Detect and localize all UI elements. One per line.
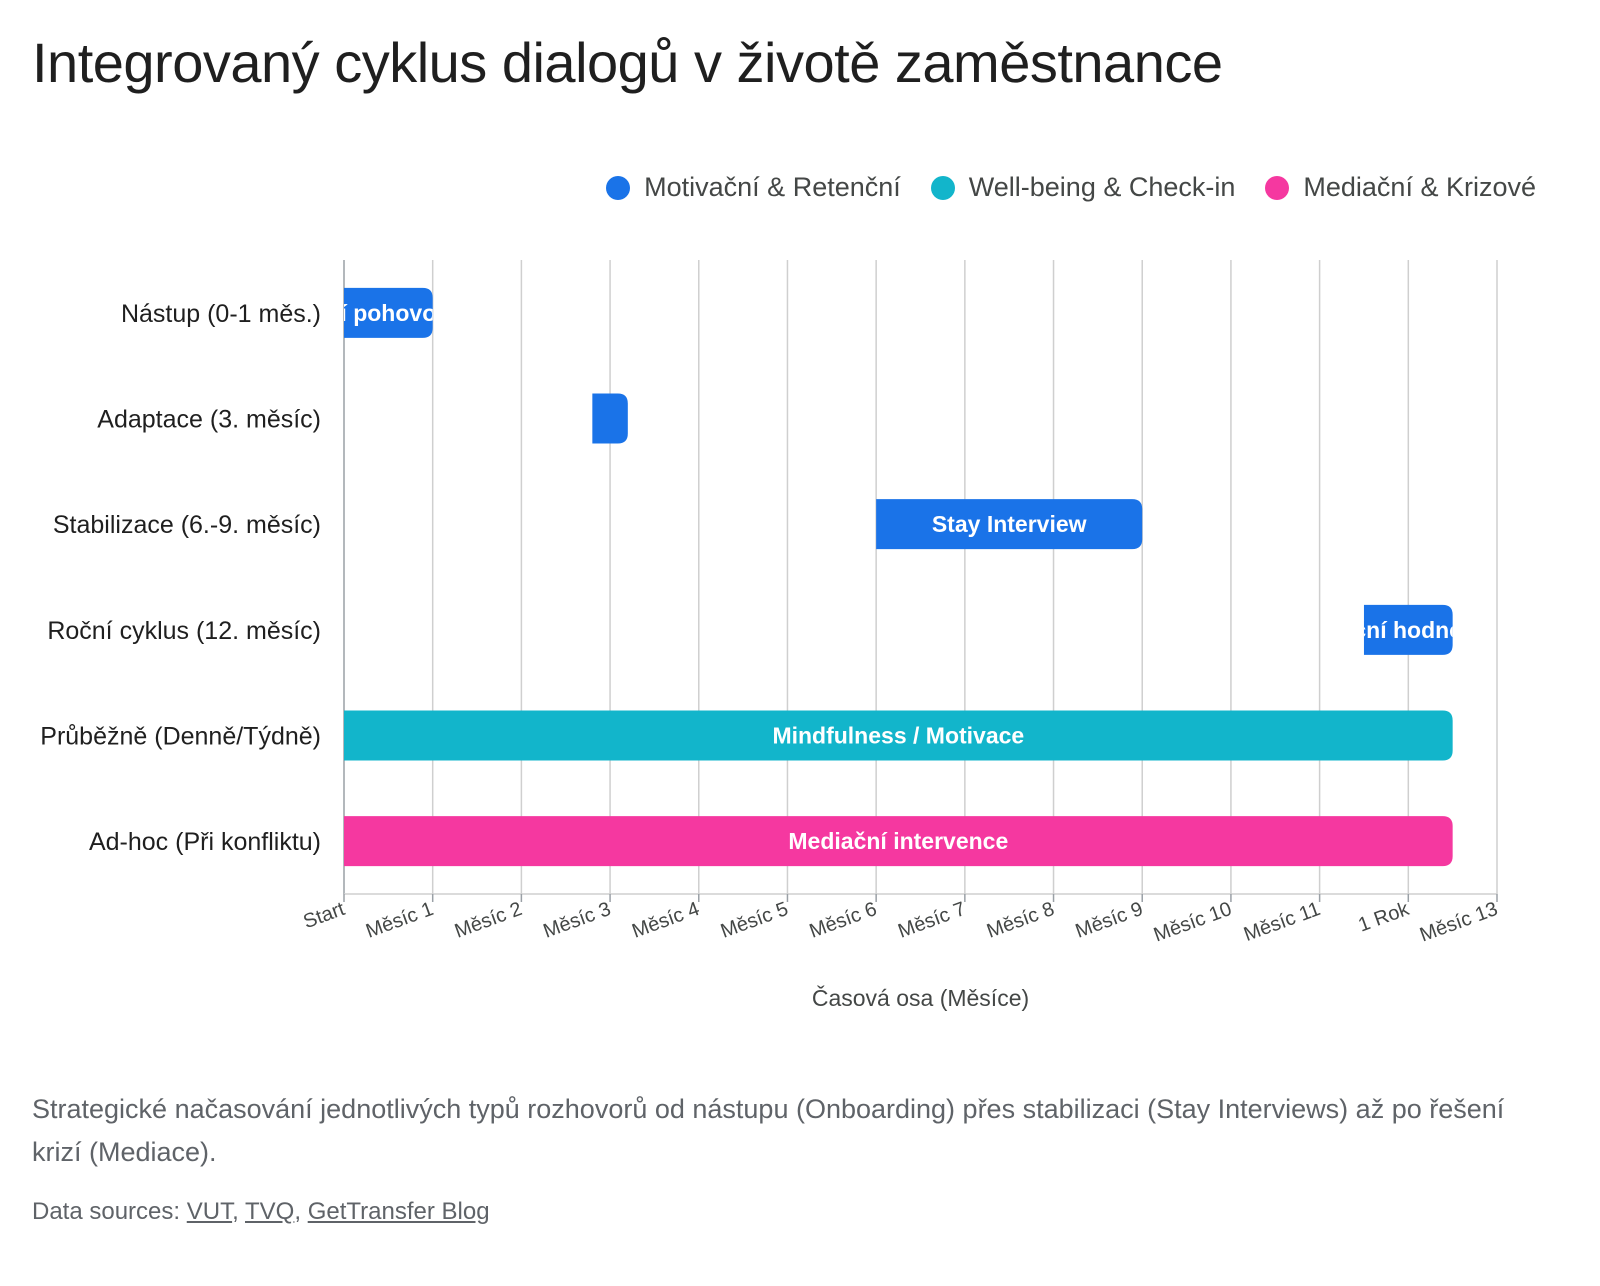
- legend-dot-motivacni: [606, 175, 631, 200]
- y-category-label: Nástup (0-1 měs.): [121, 300, 321, 328]
- legend-dot-wellbeing: [930, 175, 955, 200]
- gantt-chart: Start Měsíc 1 Měsíc 2 Měsíc 3 Měsíc 4 Měsíc 5…: [40, 260, 1501, 1011]
- bar-label: Mediační intervence: [788, 828, 1008, 854]
- bar-label: Mindfulness / Motivace: [772, 723, 1024, 749]
- x-tick-label: Měsíc 9: [1073, 898, 1146, 943]
- chart-legend: Motivační & Retenční Well-being & Check-…: [606, 172, 1536, 203]
- x-tick-label: Měsíc 8: [984, 898, 1057, 943]
- x-tick-label: Měsíc 4: [629, 898, 702, 943]
- x-tick-label: Měsíc 2: [452, 898, 525, 943]
- x-tick-label: Měsíc 7: [895, 898, 968, 943]
- x-tick-label: Měsíc 5: [718, 898, 791, 943]
- gantt-bar: [344, 287, 433, 338]
- legend-label-mediacni: Mediační & Krizové: [1303, 172, 1536, 202]
- y-category-label: Roční cyklus (12. měsíc): [47, 617, 321, 645]
- sources-label: Data sources:: [32, 1198, 181, 1225]
- x-tick-label: Start: [300, 898, 348, 933]
- bar-label: Stay Interview: [932, 511, 1087, 537]
- y-category-label: Stabilizace (6.-9. měsíc): [53, 511, 321, 539]
- y-category-label: Průběžně (Denně/Týdně): [40, 723, 321, 751]
- legend-dot-mediacni: [1265, 175, 1290, 200]
- legend-item-wellbeing[interactable]: Well-being & Check-in: [930, 172, 1236, 203]
- chart-title: Integrovaný cyklus dialogů v životě zamě…: [32, 31, 1223, 94]
- legend-label-motivacni: Motivační & Retenční: [644, 172, 901, 202]
- legend-item-motivacni[interactable]: Motivační & Retenční: [606, 172, 901, 203]
- x-tick-label: Měsíc 11: [1241, 898, 1323, 946]
- x-tick-label: Měsíc 10: [1151, 898, 1235, 946]
- gantt-bar: [876, 499, 1143, 550]
- x-tick-label: Měsíc 13: [1417, 898, 1501, 946]
- bar-label: ční hodno: [1353, 617, 1463, 643]
- gantt-bar: [344, 710, 1453, 761]
- x-axis-title: Časová osa (Měsíce): [812, 984, 1029, 1011]
- legend-label-wellbeing: Well-being & Check-in: [968, 172, 1236, 202]
- x-tick-label: 1 Rok: [1355, 898, 1413, 937]
- gantt-bar: [344, 816, 1453, 867]
- x-tick-label: Měsíc 6: [807, 898, 880, 943]
- y-category-label: Adaptace (3. měsíc): [97, 406, 321, 434]
- data-sources: Data sources: VUT, TVQ, GetTransfer Blog: [32, 1198, 490, 1225]
- chart-caption: Strategické načasování jednotlivých typů…: [32, 1094, 1505, 1167]
- y-category-label: Ad-hoc (Při konfliktu): [89, 828, 321, 856]
- bar-label: í pohovo: [340, 300, 436, 326]
- source-link-vut[interactable]: VUT: [186, 1198, 233, 1225]
- x-tick-label: Měsíc 1: [363, 898, 436, 943]
- gantt-bar: [592, 393, 628, 444]
- source-link-tvq[interactable]: TVQ: [245, 1198, 295, 1225]
- legend-item-mediacni[interactable]: Mediační & Krizové: [1265, 172, 1536, 203]
- x-tick-label: Měsíc 3: [540, 898, 613, 943]
- source-link-gettransfer[interactable]: GetTransfer Blog: [307, 1198, 490, 1225]
- gantt-bar: [1363, 604, 1453, 655]
